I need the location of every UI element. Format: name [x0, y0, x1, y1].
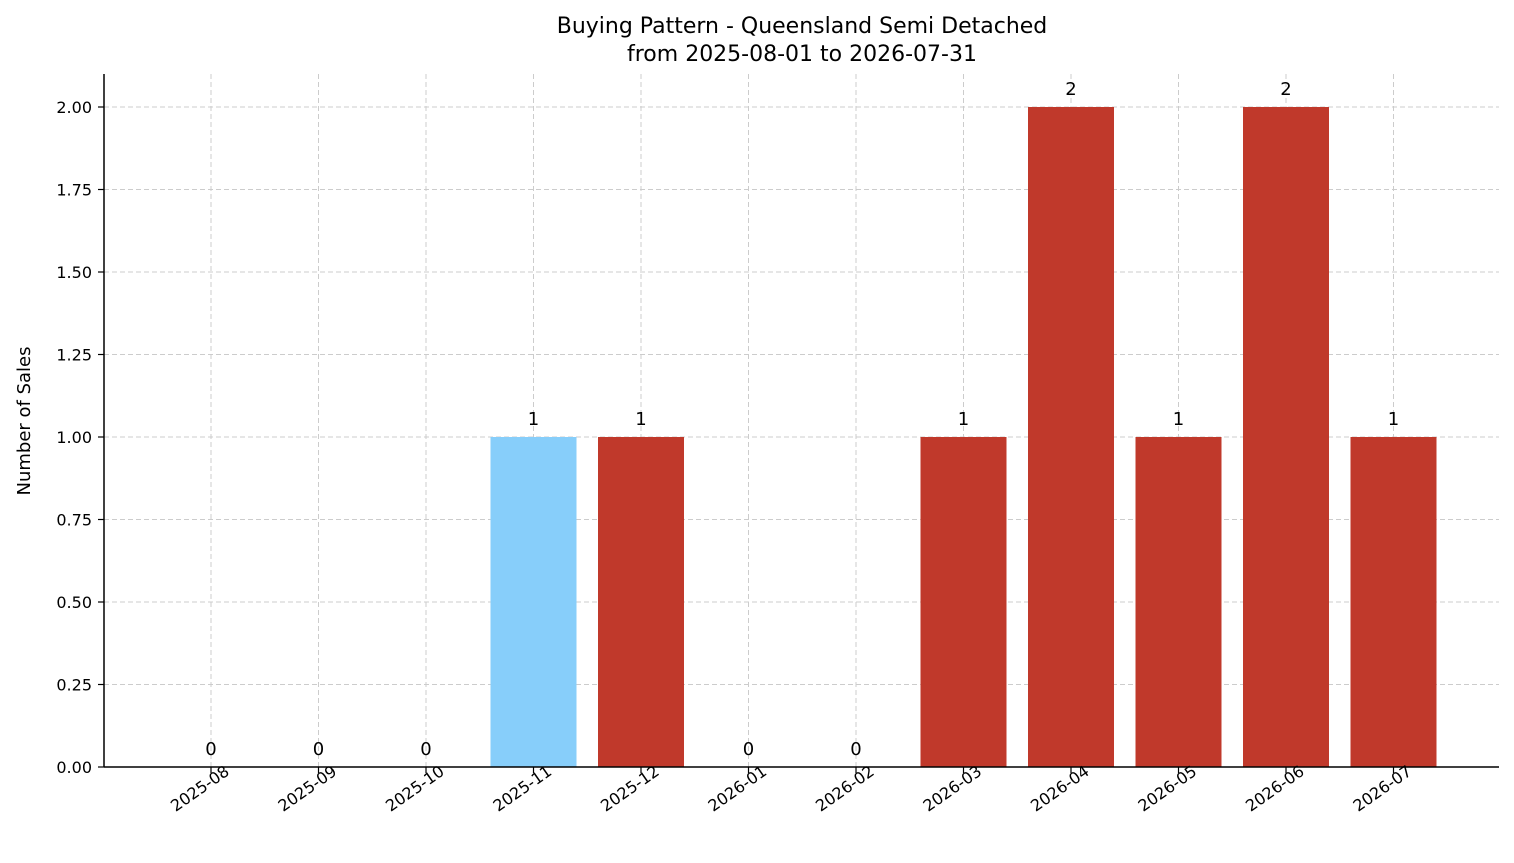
- chart-title: Buying Pattern - Queensland Semi Detache…: [557, 14, 1048, 39]
- x-tick-label: 2026-03: [920, 762, 986, 816]
- x-tick-label: 2025-10: [382, 762, 448, 816]
- bar-2026-05: [1135, 437, 1222, 767]
- x-tick-label: 2026-05: [1135, 762, 1201, 816]
- x-tick-label: 2025-09: [275, 762, 341, 816]
- x-tick-label: 2026-02: [812, 762, 878, 816]
- data-label-2026-01: 0: [743, 739, 754, 760]
- bar-2026-07: [1350, 437, 1437, 767]
- bar-2026-04: [1028, 107, 1114, 767]
- y-tick-label: 0.00: [56, 758, 92, 777]
- bars: [490, 107, 1437, 767]
- data-label-2026-06: 2: [1280, 79, 1291, 100]
- data-label-2026-04: 2: [1065, 79, 1076, 100]
- y-axis-label: Number of Sales: [14, 346, 35, 495]
- data-label-2026-02: 0: [850, 739, 861, 760]
- y-tick-label: 0.25: [56, 676, 92, 695]
- data-label-2025-12: 1: [635, 409, 646, 430]
- x-tick-label: 2026-07: [1350, 762, 1416, 816]
- data-label-2026-03: 1: [958, 409, 969, 430]
- x-tick-label: 2025-12: [597, 762, 663, 816]
- chart-subtitle: from 2025-08-01 to 2026-07-31: [627, 42, 977, 67]
- bar-2026-03: [920, 437, 1007, 767]
- x-tick-label: 2025-08: [167, 762, 233, 816]
- y-tick-label: 1.75: [56, 181, 92, 200]
- y-tick-label: 0.75: [56, 511, 92, 530]
- y-tick-label: 1.50: [56, 263, 92, 282]
- x-tick-label: 2026-04: [1027, 762, 1093, 816]
- data-label-2025-10: 0: [420, 739, 431, 760]
- data-label-2026-07: 1: [1388, 409, 1399, 430]
- data-label-2025-11: 1: [528, 409, 539, 430]
- x-tick-label: 2026-01: [705, 762, 771, 816]
- bar-2025-11: [490, 437, 577, 767]
- data-labels: 0 0 0 1 1 0 0 1 2 1 2 1: [205, 79, 1399, 760]
- y-tick-label: 2.00: [56, 98, 92, 117]
- x-tick-label: 2026-06: [1242, 762, 1308, 816]
- data-label-2025-08: 0: [205, 739, 216, 760]
- y-tick-label: 1.00: [56, 428, 92, 447]
- bar-2025-12: [598, 437, 684, 767]
- bar-2026-06: [1243, 107, 1329, 767]
- x-tick-label: 2025-11: [490, 762, 556, 816]
- y-tick-label: 0.50: [56, 593, 92, 612]
- y-tick-label: 1.25: [56, 346, 92, 365]
- data-label-2025-09: 0: [313, 739, 324, 760]
- data-label-2026-05: 1: [1173, 409, 1184, 430]
